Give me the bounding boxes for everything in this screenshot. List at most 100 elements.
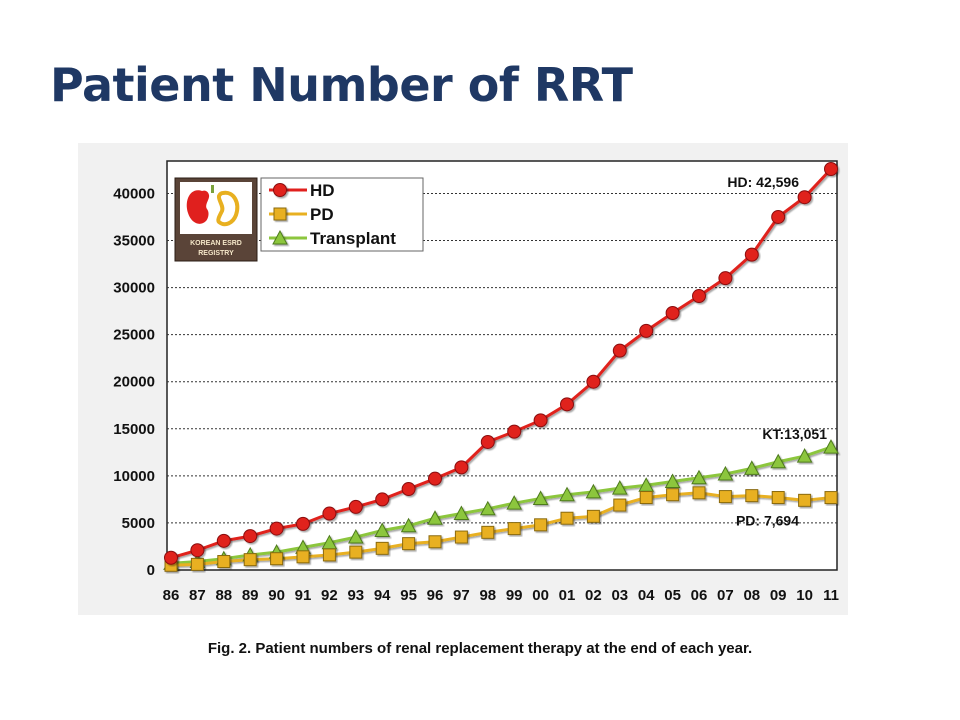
x-tick-label: 95	[400, 587, 417, 604]
hd-data-point	[190, 543, 205, 558]
pd-data-point	[639, 491, 653, 505]
hd-data-point	[744, 247, 759, 262]
y-tick-label: 25000	[113, 327, 155, 344]
pd-data-point	[190, 557, 204, 571]
hd-data-point	[586, 374, 601, 389]
pd-legend-marker	[273, 207, 287, 221]
transplant-data-point	[532, 490, 549, 505]
pd-data-point	[666, 488, 680, 502]
hd-data-point	[480, 434, 495, 449]
hd-data-point	[612, 343, 627, 358]
x-tick-label: 96	[427, 587, 444, 604]
hd-data-point	[824, 162, 838, 176]
pd-data-point	[613, 498, 627, 512]
y-tick-label: 0	[147, 562, 155, 579]
y-tick-label: 35000	[113, 233, 155, 250]
pd-data-point	[270, 552, 284, 566]
pd-data-point	[560, 511, 574, 525]
pd-data-point	[402, 537, 416, 551]
hd-data-point	[718, 271, 733, 286]
x-tick-label: 08	[743, 587, 760, 604]
x-tick-label: 98	[479, 587, 496, 604]
transplant-data-point	[691, 469, 707, 485]
hd-legend-label: HD	[310, 181, 335, 200]
hd-data-point	[296, 516, 310, 531]
pd-data-point	[745, 489, 759, 503]
hd-data-point	[454, 460, 469, 475]
transplant-data-point	[506, 495, 523, 510]
hd-data-point	[375, 492, 390, 507]
hd-data-point	[428, 471, 442, 486]
hd-data-point	[348, 499, 363, 514]
pd-data-point	[771, 491, 785, 505]
x-tick-label: 00	[532, 587, 549, 604]
logo-line2: REGISTRY	[198, 250, 234, 257]
korean-esrd-registry-logo: KOREAN ESRD REGISTRY	[174, 177, 258, 262]
transplant-legend-marker	[272, 229, 288, 245]
pd-data-point	[824, 491, 838, 505]
hd-data-point	[771, 209, 786, 224]
hd-data-point	[216, 533, 231, 548]
x-tick-label: 03	[611, 587, 628, 604]
transplant-data-point	[823, 439, 839, 454]
pd-data-point	[718, 490, 732, 504]
y-tick-label: 10000	[113, 468, 155, 485]
hd-legend-marker	[273, 183, 287, 197]
x-axis-ticks: 86 87 88 89 90 91 92 93 94 95 96 97 98 99 00 01 02 03 04 05…	[163, 587, 839, 604]
x-tick-label: 04	[638, 587, 655, 604]
x-tick-label: 99	[506, 587, 523, 604]
x-tick-label: 88	[215, 587, 232, 604]
line-chart: 0 5000 10000 15000 20000 25000 30000 35000 40000…	[113, 160, 839, 604]
pd-data-point	[217, 555, 231, 569]
x-tick-label: 97	[453, 587, 470, 604]
x-tick-label: 92	[321, 587, 338, 604]
y-tick-label: 20000	[113, 374, 155, 391]
x-tick-label: 93	[347, 587, 364, 604]
pd-data-point	[586, 509, 600, 523]
y-tick-label: 5000	[122, 515, 155, 532]
annotations: HD: 42,596 KT:13,051 PD: 7,694	[727, 174, 827, 529]
hd-data-point	[533, 413, 548, 428]
x-tick-label: 87	[189, 587, 206, 604]
transplant-data-point	[427, 510, 443, 525]
pd-final-value-label: PD: 7,694	[736, 513, 799, 529]
hd-data-point	[269, 521, 284, 536]
pd-legend-label: PD	[310, 205, 334, 224]
pd-data-point	[798, 493, 812, 507]
logo-line1: KOREAN ESRD	[190, 240, 242, 247]
figure-caption: Fig. 2. Patient numbers of renal replace…	[207, 640, 753, 657]
slide-title: Patient Number of RRT	[50, 58, 633, 112]
pd-data-point	[428, 535, 442, 549]
y-tick-label: 40000	[113, 185, 155, 202]
pd-data-point	[534, 518, 548, 532]
x-tick-label: 86	[163, 587, 180, 604]
transplant-data-point	[374, 522, 391, 537]
pd-data-point	[243, 553, 257, 567]
pd-data-point	[481, 525, 495, 539]
pd-data-point	[692, 486, 706, 500]
transplant-data-point	[611, 480, 628, 495]
chart-panel: 0 5000 10000 15000 20000 25000 30000 35000 40000…	[78, 143, 848, 615]
hd-data-point	[692, 289, 706, 304]
y-tick-label: 15000	[113, 421, 155, 438]
y-tick-label: 30000	[113, 280, 155, 297]
x-tick-label: 06	[691, 587, 708, 604]
transplant-data-point	[770, 453, 787, 469]
y-axis-ticks: 0 5000 10000 15000 20000 25000 30000 35000 40000	[113, 185, 155, 579]
pd-data-point	[375, 541, 389, 555]
transplant-data-point	[559, 486, 575, 502]
hd-data-point	[560, 397, 574, 412]
x-tick-label: 11	[823, 587, 839, 604]
pd-data-point	[296, 550, 310, 564]
legend: HD PD Transplant	[260, 177, 424, 252]
transplant-data-point	[796, 448, 813, 463]
hd-data-point	[243, 529, 258, 544]
transplant-data-point	[400, 517, 417, 533]
x-tick-label: 90	[268, 587, 285, 604]
x-tick-label: 02	[585, 587, 602, 604]
transplant-data-point	[453, 505, 470, 521]
pd-data-point	[507, 522, 521, 536]
pd-data-point	[349, 545, 363, 559]
x-tick-label: 01	[559, 587, 576, 604]
transplant-data-point	[743, 460, 760, 475]
